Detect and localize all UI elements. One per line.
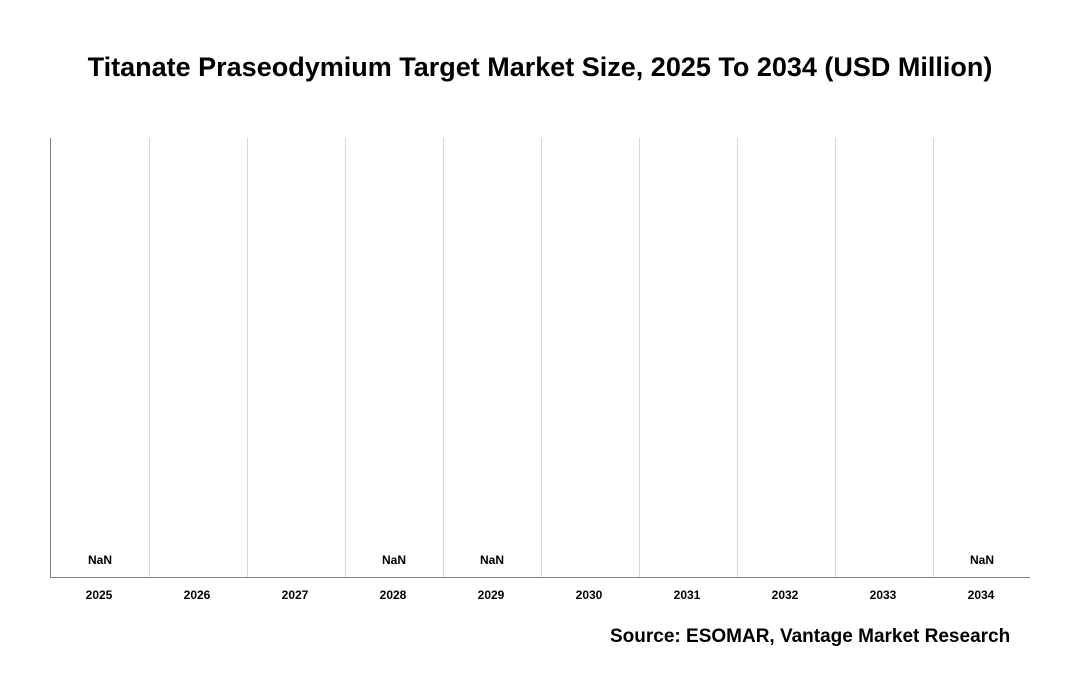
data-label: NaN [480, 553, 504, 567]
x-axis-label: 2027 [282, 588, 309, 602]
data-label: NaN [88, 553, 112, 567]
data-label: NaN [970, 553, 994, 567]
x-axis-label: 2030 [576, 588, 603, 602]
x-axis-label: 2034 [968, 588, 995, 602]
gridline [345, 138, 346, 577]
gridline [737, 138, 738, 577]
source-attribution: Source: ESOMAR, Vantage Market Research [610, 626, 1010, 648]
gridline [247, 138, 248, 577]
x-axis-label: 2025 [86, 588, 113, 602]
gridline [933, 138, 934, 577]
gridline [835, 138, 836, 577]
x-axis-label: 2033 [870, 588, 897, 602]
gridline [443, 138, 444, 577]
x-axis-label: 2031 [674, 588, 701, 602]
gridline [639, 138, 640, 577]
x-axis-label: 2032 [772, 588, 799, 602]
x-axis-label: 2029 [478, 588, 505, 602]
chart-title: Titanate Praseodymium Target Market Size… [0, 52, 1080, 83]
gridline [149, 138, 150, 577]
data-label: NaN [382, 553, 406, 567]
plot-area: NaN NaN NaN NaN [50, 138, 1030, 578]
gridline [541, 138, 542, 577]
x-axis-label: 2026 [184, 588, 211, 602]
x-axis-label: 2028 [380, 588, 407, 602]
